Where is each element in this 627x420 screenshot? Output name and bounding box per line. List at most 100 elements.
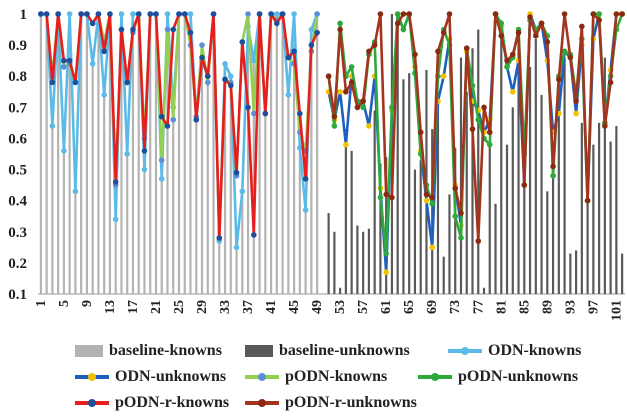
x-tick-label: 57 <box>356 300 371 314</box>
point-pODN-unknowns <box>429 200 436 207</box>
point-pODN-r-knowns <box>107 11 113 17</box>
legend-marker <box>431 373 439 381</box>
bar-baseline-knowns <box>252 60 255 294</box>
point-ODN-unknowns <box>440 73 447 80</box>
point-pODN-r-knowns <box>153 11 159 17</box>
point-pODN-r-unknowns <box>561 11 568 17</box>
x-tick-label: 77 <box>471 300 486 314</box>
point-pODN-r-unknowns <box>527 14 533 20</box>
x-tick-label: 37 <box>241 300 256 314</box>
bar-baseline-knowns <box>200 60 204 294</box>
bar-baseline-knowns <box>85 14 89 294</box>
point-pODN-r-unknowns <box>509 51 516 58</box>
point-ODN-unknowns <box>429 244 436 251</box>
legend-swatch <box>75 345 103 357</box>
y-tick-label: 0.2 <box>8 256 27 272</box>
point-pODN-r-unknowns <box>515 29 522 36</box>
bar-baseline-unknowns <box>603 57 606 294</box>
bar-baseline-unknowns <box>574 250 578 294</box>
bar-baseline-knowns <box>229 76 232 294</box>
bar-baseline-knowns <box>218 241 221 294</box>
point-pODN-r-unknowns <box>481 104 487 111</box>
point-pODN-knowns <box>158 157 165 164</box>
point-pODN-knowns <box>199 42 205 48</box>
bar-baseline-unknowns <box>459 57 463 294</box>
bar-baseline-unknowns <box>413 169 417 294</box>
point-ODN-knowns <box>118 11 125 17</box>
point-pODN-r-knowns <box>239 39 246 45</box>
legend-swatch <box>245 373 279 381</box>
bar-baseline-unknowns <box>431 129 434 294</box>
point-ODN-unknowns <box>423 197 430 204</box>
legend-marker <box>461 347 469 355</box>
point-pODN-r-unknowns <box>521 182 528 188</box>
point-pODN-r-knowns <box>279 11 286 17</box>
point-pODN-r-knowns <box>193 116 200 123</box>
point-pODN-r-knowns <box>95 11 102 17</box>
point-pODN-unknowns <box>498 20 505 27</box>
legend-swatch <box>245 345 273 357</box>
point-pODN-r-unknowns <box>590 11 597 17</box>
point-pODN-r-knowns <box>297 110 303 117</box>
x-tick-label: 73 <box>448 300 463 314</box>
bar-baseline-knowns <box>298 147 301 294</box>
bar-baseline-knowns <box>103 94 106 294</box>
bar-baseline-knowns <box>126 154 129 294</box>
bar-baseline-knowns <box>166 14 169 294</box>
point-pODN-r-unknowns <box>584 197 591 204</box>
point-ODN-knowns <box>158 176 165 182</box>
point-pODN-r-knowns <box>118 26 125 33</box>
legend-swatch <box>418 373 452 381</box>
legend-item-pODN-r-knowns: pODN-r-knowns <box>75 393 229 413</box>
legend-swatch <box>75 373 109 381</box>
bar-baseline-unknowns <box>598 122 601 294</box>
legend-item-pODN-unknowns: pODN-unknowns <box>418 367 578 387</box>
bar-baseline-knowns <box>287 94 290 294</box>
point-pODN-r-unknowns <box>463 45 470 52</box>
bar-baseline-knowns <box>223 63 227 295</box>
point-pODN-unknowns <box>394 11 401 17</box>
legend: baseline-knowns baseline-unknowns ODN-know… <box>0 335 627 420</box>
legend-label: pODN-unknowns <box>458 368 579 385</box>
legend-item-pODN-knowns: pODN-knowns <box>245 367 387 387</box>
line-series <box>38 11 625 276</box>
point-pODN-r-knowns <box>181 11 188 17</box>
point-pODN-r-unknowns <box>492 11 499 17</box>
x-tick-label: 25 <box>172 300 187 314</box>
bar-baseline-unknowns <box>327 213 330 294</box>
bar-baseline-knowns <box>91 63 94 295</box>
point-pODN-r-knowns <box>308 42 315 48</box>
bar-baseline-unknowns <box>569 253 572 294</box>
bar-baseline-unknowns <box>362 231 365 294</box>
point-pODN-r-knowns <box>210 11 217 17</box>
bar-baseline-knowns <box>281 14 284 294</box>
point-pODN-r-unknowns <box>475 238 482 244</box>
bar-baseline-unknowns <box>396 14 399 294</box>
point-pODN-r-knowns <box>164 123 171 129</box>
x-tick-label: 13 <box>103 300 118 314</box>
bar-baseline-knowns <box>154 14 158 294</box>
point-pODN-r-unknowns <box>383 191 389 198</box>
bar-baseline-unknowns <box>586 163 589 294</box>
point-pODN-r-unknowns <box>337 26 343 33</box>
point-pODN-r-unknowns <box>343 88 349 95</box>
legend-item-ODN-unknowns: ODN-unknowns <box>75 367 226 387</box>
point-pODN-r-unknowns <box>377 11 384 17</box>
legend-marker <box>258 373 266 381</box>
x-tick-label: 45 <box>287 300 302 314</box>
point-pODN-r-unknowns <box>423 191 430 198</box>
point-pODN-r-unknowns <box>544 39 551 45</box>
bar-baseline-knowns <box>212 14 215 294</box>
axes: 0.1 0.2 0.3 0.4 0.5 0.6 0.7 0.8 0.9 1 1 5 9 13 17 21 25 2… <box>8 7 625 321</box>
legend-label: baseline-unknowns <box>279 342 410 359</box>
bar-baseline-unknowns <box>534 38 537 295</box>
point-pODN-r-unknowns <box>613 11 620 17</box>
point-pODN-r-unknowns <box>556 76 562 83</box>
legend-label: pODN-knowns <box>285 368 388 385</box>
bar-baseline-knowns <box>45 14 48 294</box>
point-ODN-knowns <box>164 11 171 17</box>
bar-baseline-knowns <box>114 219 117 294</box>
bar-baseline-knowns <box>108 14 112 294</box>
bar-baseline-unknowns <box>419 160 422 294</box>
bar-baseline-unknowns <box>448 194 451 294</box>
